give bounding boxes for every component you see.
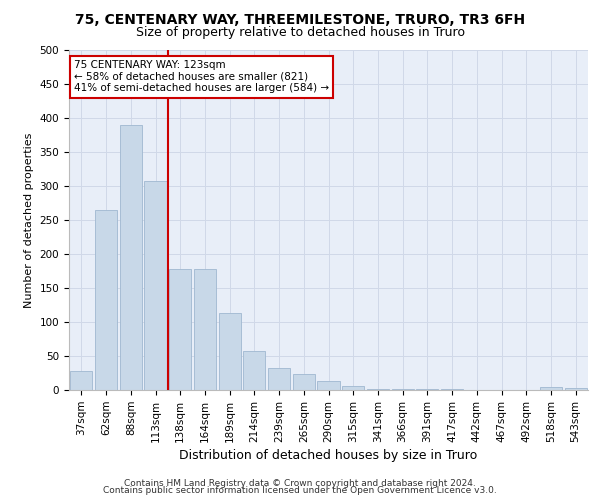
Bar	[540, 386, 562, 390]
Text: 75 CENTENARY WAY: 123sqm
← 58% of detached houses are smaller (821)
41% of semi-: 75 CENTENARY WAY: 123sqm ← 58% of detach…	[74, 60, 329, 94]
Bar	[119, 125, 142, 390]
Text: 75, CENTENARY WAY, THREEMILESTONE, TRURO, TR3 6FH: 75, CENTENARY WAY, THREEMILESTONE, TRURO…	[75, 12, 525, 26]
Bar	[268, 368, 290, 390]
Bar	[243, 351, 265, 390]
Bar	[565, 388, 587, 390]
Bar	[367, 388, 389, 390]
Bar	[392, 388, 414, 390]
Bar	[70, 371, 92, 390]
Bar	[293, 374, 315, 390]
X-axis label: Distribution of detached houses by size in Truro: Distribution of detached houses by size …	[179, 449, 478, 462]
Bar	[145, 180, 167, 390]
Text: Size of property relative to detached houses in Truro: Size of property relative to detached ho…	[136, 26, 464, 39]
Y-axis label: Number of detached properties: Number of detached properties	[24, 132, 34, 308]
Bar	[194, 269, 216, 390]
Bar	[342, 386, 364, 390]
Bar	[95, 210, 117, 390]
Bar	[169, 269, 191, 390]
Text: Contains public sector information licensed under the Open Government Licence v3: Contains public sector information licen…	[103, 486, 497, 495]
Bar	[317, 381, 340, 390]
Text: Contains HM Land Registry data © Crown copyright and database right 2024.: Contains HM Land Registry data © Crown c…	[124, 478, 476, 488]
Bar	[218, 313, 241, 390]
